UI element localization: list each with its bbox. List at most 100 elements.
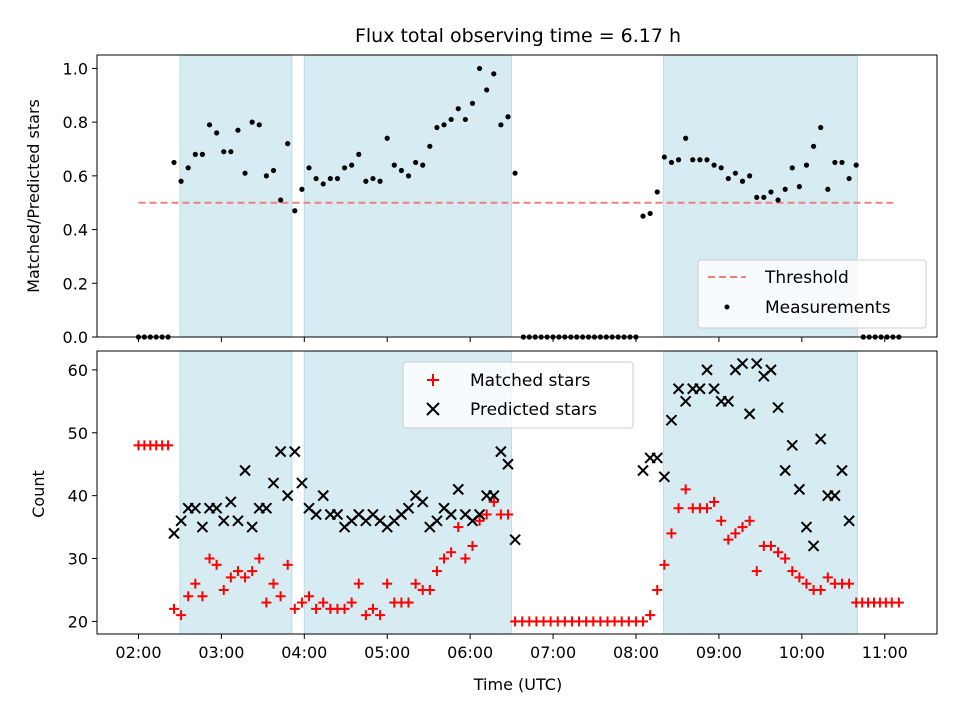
measurement-point: [206, 122, 213, 128]
predicted-star-point: [743, 408, 756, 420]
predicted-star-point: [665, 414, 678, 426]
measurement-point: [171, 159, 177, 166]
predicted-star-point: [509, 533, 521, 546]
measurement-point: [832, 159, 838, 166]
bottom-legend-box: [402, 361, 634, 429]
measurement-point: [427, 143, 433, 149]
predicted-star-point: [168, 527, 180, 540]
predicted-star-point: [786, 439, 798, 452]
measurement-point: [356, 151, 362, 157]
x-tick-label: 09:00: [696, 643, 742, 662]
measurement-point: [739, 178, 746, 184]
bottom-y-ticks: 20 30 40 50 60: [68, 361, 97, 631]
matched-star-point: [652, 584, 663, 595]
matched-star-point: [773, 547, 784, 558]
predicted-star-point: [239, 464, 251, 477]
x-tick-label: 06:00: [447, 643, 493, 662]
measurement-point: [370, 175, 376, 182]
measurement-point: [796, 184, 802, 190]
predicted-star-point: [495, 445, 507, 458]
measurement-point: [391, 162, 397, 168]
matched-star-point: [168, 603, 179, 614]
bottom-axes-frame: [96, 350, 938, 635]
matched-star-point: [723, 534, 734, 545]
matched-star-point: [638, 616, 649, 627]
measurement-point: [441, 122, 447, 128]
predicted-star-point: [281, 489, 294, 502]
measurement-point: [704, 157, 710, 163]
predicted-star-point: [452, 483, 464, 496]
predicted-star-point: [417, 496, 429, 508]
matched-star-point: [730, 528, 741, 539]
measurement-point: [178, 178, 184, 184]
matched-star-point: [502, 509, 513, 520]
top-panel: 0.0 0.2 0.4 0.6 0.8 1.0 Flux total observing …: [24, 25, 938, 347]
matched-star-point: [367, 603, 378, 614]
measurement-point: [292, 208, 298, 214]
y-tick-label: 0.2: [63, 274, 88, 293]
y-tick-label: 1.0: [63, 59, 88, 78]
bottom-legend: Matched stars Predicted stars: [402, 361, 634, 429]
top-x-ticks: [137, 337, 886, 342]
legend-predicted-swatch: [426, 402, 440, 416]
predicted-star-point: [779, 464, 791, 477]
predicted-star-point: [708, 383, 720, 395]
legend-measurements-label: Measurements: [765, 298, 891, 318]
measurement-point: [846, 175, 852, 182]
matched-star-point: [424, 584, 435, 595]
matched-star-point: [204, 553, 215, 564]
measurement-point: [768, 189, 774, 195]
y-tick-label: 0.0: [63, 328, 88, 347]
measurement-point: [853, 162, 859, 168]
measurement-point: [270, 167, 277, 174]
measurement-point: [384, 135, 390, 141]
measurement-point: [192, 151, 198, 157]
predicted-star-point: [488, 489, 500, 502]
matched-star-point: [296, 597, 307, 608]
measurement-point: [711, 162, 717, 168]
measurement-point: [256, 122, 262, 128]
measurement-point: [313, 175, 319, 182]
chart-title: Flux total observing time = 6.17 h: [355, 25, 681, 47]
predicted-star-point: [445, 508, 457, 521]
y-tick-label: 60: [68, 361, 88, 380]
x-tick-label: 11:00: [862, 643, 908, 662]
measurement-point: [491, 71, 497, 77]
predicted-star-point: [402, 502, 415, 514]
matched-star-point: [190, 578, 201, 589]
matched-star-point: [822, 572, 833, 583]
matched-star-point: [289, 603, 300, 614]
measurement-point: [747, 173, 753, 179]
measurement-point: [505, 114, 511, 120]
x-tick-label: 03:00: [198, 643, 244, 662]
top-legend-box: [697, 259, 927, 329]
measurement-point: [690, 157, 696, 163]
matched-star-point: [403, 597, 414, 608]
measurement-point: [249, 119, 255, 125]
matched-star-point: [474, 515, 485, 526]
matched-star-point: [481, 509, 492, 520]
measurement-point: [334, 175, 341, 182]
predicted-star-point: [189, 502, 202, 514]
measurement-point: [349, 162, 355, 168]
matched-star-point: [304, 591, 315, 602]
measurement-points: [135, 65, 902, 340]
predicted-star-point: [765, 364, 777, 376]
predicted-star-point: [672, 383, 685, 395]
predicted-star-point: [694, 383, 706, 395]
matched-star-point: [211, 559, 222, 570]
predicted-star-point: [751, 357, 763, 370]
predicted-star-point: [843, 515, 855, 527]
measurement-point: [825, 186, 831, 192]
predicted-star-point: [701, 364, 713, 376]
y-tick-label: 30: [68, 550, 88, 569]
measurement-point: [299, 186, 305, 192]
measurement-point: [405, 173, 412, 179]
measurement-point: [434, 124, 440, 131]
matched-star-point: [439, 553, 450, 564]
measurement-point: [754, 194, 760, 200]
matched-star-point: [467, 540, 478, 551]
measurement-point: [654, 189, 660, 195]
measurement-point: [420, 162, 426, 168]
shaded-interval: [662, 350, 858, 635]
